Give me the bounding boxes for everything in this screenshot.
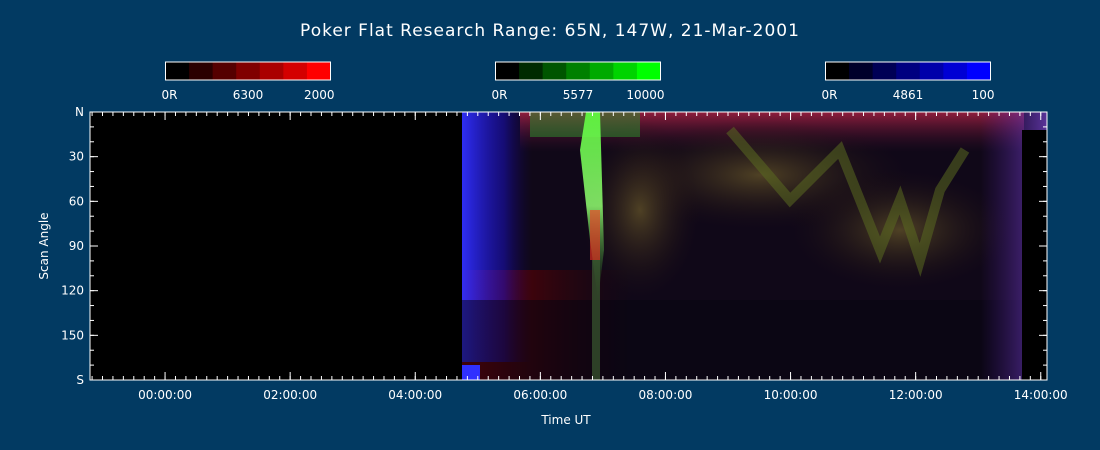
x-tick-label: 00:00:00 <box>138 388 192 402</box>
y-axis: N 30 60 90 120 150 S <box>61 105 1047 387</box>
colorbar-swatch <box>212 62 237 80</box>
colorbar-swatch <box>919 62 944 80</box>
y-tick-label: 90 <box>69 239 84 253</box>
colorbar-swatch <box>636 62 661 80</box>
colorbar-swatch <box>896 62 921 80</box>
colorbar-swatch <box>259 62 284 80</box>
colorbar-swatch <box>189 62 214 80</box>
y-tick-label: 60 <box>69 194 84 208</box>
colorbar-swatch <box>236 62 261 80</box>
x-tick-label: 10:00:00 <box>764 388 818 402</box>
colorbar-swatch <box>943 62 968 80</box>
colorbar-min-label: 0R <box>822 88 838 102</box>
colorbar-legend: 0R 6300 2000 0R 5577 10000 0R 4861 100 <box>162 61 995 102</box>
colorbar-min-label: 0R <box>162 88 178 102</box>
x-axis: 00:00:00 02:00:00 04:00:00 06:00:00 08:00:00… <box>91 112 1068 402</box>
y-tick-label: 30 <box>69 150 84 164</box>
colorbar-wavelength-label: 4861 <box>893 88 924 102</box>
colorbar-max-label: 100 <box>972 88 995 102</box>
plot-area <box>89 111 1048 381</box>
y-tick-label: 150 <box>61 328 84 342</box>
x-tick-label: 12:00:00 <box>889 388 943 402</box>
colorbar-swatch <box>872 62 897 80</box>
colorbar-swatch <box>966 62 991 80</box>
x-tick-label: 14:00:00 <box>1014 388 1068 402</box>
colorbar-swatch <box>825 62 850 80</box>
colorbar-swatch <box>495 62 520 80</box>
colorbar-swatch <box>283 62 308 80</box>
colorbar-max-label: 10000 <box>626 88 664 102</box>
colorbar-swatch <box>165 62 190 80</box>
y-tick-label: 120 <box>61 284 84 298</box>
colorbar-frame <box>165 61 331 81</box>
x-tick-label: 04:00:00 <box>388 388 442 402</box>
colorbar-max-label: 2000 <box>304 88 335 102</box>
colorbar-frame <box>495 61 661 81</box>
colorbar-wavelength-label: 5577 <box>563 88 594 102</box>
colorbar-min-label: 0R <box>492 88 508 102</box>
colorbar-5577: 0R 5577 10000 <box>492 61 665 102</box>
x-axis-label: Time UT <box>540 413 591 427</box>
colorbar-swatch <box>589 62 614 80</box>
colorbar-swatch <box>542 62 567 80</box>
y-axis-label: Scan Angle <box>37 212 51 279</box>
colorbar-swatch <box>613 62 638 80</box>
colorbar-frame <box>825 61 991 81</box>
colorbar-swatch <box>849 62 874 80</box>
colorbar-swatch <box>519 62 544 80</box>
chart-title: Poker Flat Research Range: 65N, 147W, 21… <box>300 21 800 41</box>
colorbar-4861: 0R 4861 100 <box>822 61 995 102</box>
keogram-image <box>462 112 1047 380</box>
y-tick-label: N <box>75 105 84 119</box>
x-tick-label: 02:00:00 <box>263 388 317 402</box>
colorbar-wavelength-label: 6300 <box>233 88 264 102</box>
colorbar-6300: 0R 6300 2000 <box>162 61 335 102</box>
colorbar-swatch <box>566 62 591 80</box>
colorbar-swatch <box>306 62 331 80</box>
x-tick-label: 08:00:00 <box>638 388 692 402</box>
x-tick-label: 06:00:00 <box>513 388 567 402</box>
y-tick-label: S <box>76 373 84 387</box>
